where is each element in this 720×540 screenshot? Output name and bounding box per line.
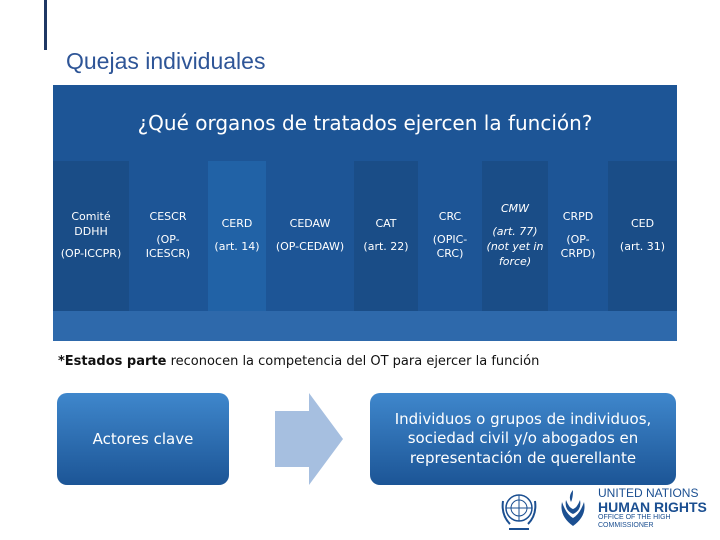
body-instrument: (OPIC-CRC) (432, 232, 468, 261)
body-column-crc: CRC (OPIC-CRC) (418, 161, 482, 311)
body-instrument: (art. 14) (214, 240, 260, 253)
body-column-ccpr: Comité DDHH (OP-ICCPR) (53, 161, 129, 311)
ohchr-line2: HUMAN RIGHTS (598, 498, 707, 515)
individuals-label: Individuos o grupos de individuos, socie… (394, 409, 652, 467)
body-column-ced: CED (art. 31) (608, 161, 677, 311)
treaty-bodies-panel: ¿Qué organos de tratados ejercen la func… (53, 85, 677, 341)
key-actors-box: Actores clave (57, 393, 229, 485)
accent-bar (44, 0, 47, 50)
key-actors-label: Actores clave (92, 430, 194, 448)
body-name: CERD (221, 217, 253, 231)
states-parties-note: *Estados parte reconocen la competencia … (58, 354, 539, 369)
body-name: CMW (500, 202, 530, 216)
body-column-cescr: CESCR (OP-ICESCR) (129, 161, 207, 311)
ohchr-emblem-icon (561, 490, 585, 526)
note-bold: *Estados parte (58, 354, 167, 369)
note-rest: reconocen la competencia del OT para eje… (166, 354, 540, 369)
right-arrow-icon (275, 393, 343, 485)
body-name: CED (630, 217, 655, 231)
un-emblem-icon (501, 494, 537, 530)
body-column-cedaw: CEDAW (OP-CEDAW) (266, 161, 354, 311)
body-name: CAT (375, 217, 397, 231)
body-name: CESCR (149, 209, 187, 223)
body-instrument: (OP-CRPD) (560, 232, 596, 261)
individuals-box: Individuos o grupos de individuos, socie… (370, 393, 676, 485)
body-column-cerd: CERD (art. 14) (208, 161, 266, 311)
body-instrument: (art. 77) (not yet in force) (486, 225, 544, 268)
body-name: CEDAW (289, 217, 331, 231)
body-instrument: (OP-ICCPR) (60, 247, 122, 261)
body-column-cat: CAT (art. 22) (354, 161, 418, 311)
body-instrument: (art. 22) (363, 240, 409, 253)
panel-footer-band (53, 311, 677, 341)
ohchr-line3: OFFICE OF THE HIGH COMMISSIONER (598, 514, 671, 529)
body-name: Comité DDHH (71, 209, 111, 238)
body-name: CRC (438, 209, 462, 223)
body-column-crpd: CRPD (OP-CRPD) (548, 161, 608, 311)
body-instrument: (art. 31) (619, 240, 666, 253)
body-instrument: (OP-CEDAW) (275, 240, 345, 253)
ohchr-logo-text: UNITED NATIONS HUMAN RIGHTS OFFICE OF TH… (598, 487, 720, 529)
ohchr-line1: UNITED NATIONS (598, 486, 699, 500)
body-name: CRPD (562, 209, 594, 223)
body-column-cmw: CMW (art. 77) (not yet in force) (482, 161, 548, 311)
panel-question: ¿Qué organos de tratados ejercen la func… (137, 111, 593, 135)
slide-title: Quejas individuales (66, 48, 266, 74)
body-instrument: (OP-ICESCR) (145, 232, 191, 261)
